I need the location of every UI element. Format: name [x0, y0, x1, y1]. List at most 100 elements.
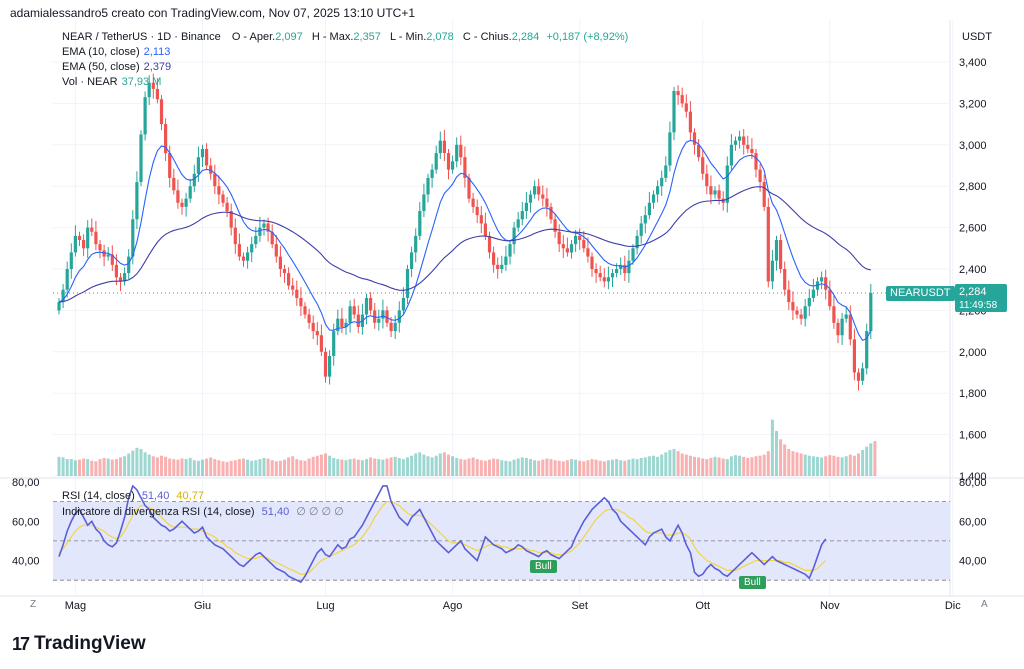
zoom-toggle[interactable]: Z [30, 599, 37, 610]
volume-bar [397, 457, 401, 476]
candle-body [602, 277, 606, 282]
price-tick: 2,000 [959, 347, 987, 359]
legend-open-label: O - Aper. [231, 31, 276, 43]
candle-body [196, 157, 200, 174]
volume-bar [94, 461, 98, 476]
volume-bar [783, 444, 787, 476]
candle-body [381, 310, 385, 319]
candle-body [783, 269, 787, 290]
volume-bar [237, 459, 241, 476]
candle-body [467, 177, 471, 199]
volume-bar [697, 457, 701, 476]
candle-body [69, 252, 73, 269]
volume-bar [389, 457, 393, 476]
candle-body [241, 256, 246, 261]
volume-bar [672, 448, 676, 476]
rsi-divergence-legend[interactable]: Indicatore di divergenza RSI (14, close)… [62, 505, 344, 518]
volume-bar [332, 457, 336, 476]
volume-bar [807, 455, 811, 476]
candle-body [291, 285, 295, 290]
candle-body [840, 318, 844, 336]
candle-body [549, 206, 553, 220]
volume-bar [594, 459, 598, 476]
volume-bar [410, 455, 414, 476]
candle-body [832, 306, 836, 323]
candle-body [664, 165, 668, 178]
volume-bar [201, 459, 204, 476]
candle-body [86, 227, 90, 249]
candle-body [647, 202, 651, 216]
time-tick: Dic [945, 600, 961, 612]
candle-body [446, 153, 451, 170]
candle-body [516, 219, 520, 228]
ema-lines [53, 139, 950, 341]
time-tick: Mag [65, 600, 86, 612]
candle-body [545, 198, 549, 207]
time-tick: Set [571, 600, 588, 612]
rsi-legend[interactable]: RSI (14, close) 51,40 40,77 [62, 490, 204, 502]
candle-body [328, 355, 332, 377]
volume-bar [82, 458, 86, 476]
volume-bar [340, 459, 344, 476]
volume-bar [57, 456, 61, 476]
volume-bar [488, 459, 491, 476]
volume-bar [151, 456, 155, 476]
candle-body [561, 244, 565, 249]
volume-bar [205, 458, 209, 476]
legend-ema10[interactable]: EMA (10, close) 2,113 [62, 46, 170, 58]
candle-body [565, 248, 569, 253]
candle-body [746, 144, 750, 149]
volume-bar [787, 448, 791, 476]
volume-bar [619, 460, 623, 476]
candle-body [852, 339, 856, 373]
volume-bar [668, 450, 672, 476]
volume-bar [430, 457, 434, 476]
volume-bar [98, 459, 102, 476]
candle-body [287, 273, 291, 286]
rsi-value: 51,40 [141, 490, 170, 502]
volume-bar [537, 460, 541, 476]
volume-bar [160, 455, 163, 476]
volume-bar [262, 457, 266, 476]
candle-body [520, 211, 524, 220]
volume-bar [233, 460, 237, 476]
volume-bar [590, 459, 594, 476]
volume-bar [315, 455, 319, 476]
candle-body [848, 314, 852, 340]
candle-body [684, 103, 688, 112]
volume-bar [311, 456, 315, 476]
volume-bar [840, 457, 844, 476]
legend-volume[interactable]: Vol · NEAR 37,93 M [62, 76, 161, 88]
candle-body [610, 273, 615, 278]
volume-bar [168, 458, 172, 476]
volume-bar [463, 459, 467, 476]
legend-ema50[interactable]: EMA (50, close) 2,379 [62, 61, 171, 73]
tradingview-logo[interactable]: 17 TradingView [12, 633, 146, 655]
candle-body [118, 277, 123, 282]
price-tick: 3,400 [959, 57, 987, 69]
volume-bar [365, 459, 368, 476]
volume-bar [213, 459, 217, 476]
candle-body [266, 223, 270, 232]
candle-body [754, 153, 758, 170]
candle-body [475, 206, 479, 216]
last-price-tag: 2,284 11:49:58 [955, 284, 1007, 312]
auto-scale-toggle[interactable]: A [981, 599, 988, 610]
candle-body [352, 306, 356, 315]
volume-bar [647, 456, 651, 476]
candle-body [369, 297, 373, 311]
candle-body [246, 252, 250, 261]
volume-bar [287, 457, 291, 476]
last-price: 2,284 [959, 286, 987, 298]
candle-body [209, 165, 213, 174]
volume-bar [172, 459, 176, 476]
candle-body [537, 186, 541, 195]
candle-body [692, 132, 697, 145]
volume-bar [426, 456, 430, 476]
volume-bar [467, 458, 471, 476]
candle-body [733, 140, 738, 145]
volume-bar [635, 459, 639, 476]
candle-body [836, 322, 840, 336]
volume-bar [242, 458, 245, 476]
